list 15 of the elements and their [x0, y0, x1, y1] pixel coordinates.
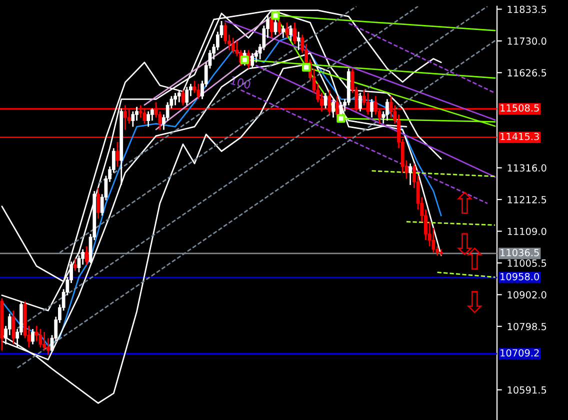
ref-line-label: 11415.3	[500, 132, 539, 140]
y-tick-label: 11005.5	[508, 259, 546, 267]
y-tick-label: 10902.0	[508, 291, 546, 298]
ref-line-label: 11508.5	[500, 104, 539, 112]
y-tick-label: 11730.0	[508, 37, 546, 45]
y-tick-label: 10798.5	[508, 322, 546, 330]
y-tick-label: 10591.5	[508, 386, 546, 394]
y-tick-label: 11316.0	[508, 164, 546, 172]
ref-line-label: 10958.0	[500, 272, 540, 280]
y-tick-label: 11626.5	[508, 69, 546, 76]
y-tick-label: 11109.0	[508, 228, 546, 236]
y-tick-label: 11212.5	[508, 196, 546, 204]
y-tick-label: 11833.5	[508, 6, 546, 14]
ref-line-label: 10709.2	[500, 349, 539, 357]
ref-line-label: 11036.5	[500, 248, 539, 256]
